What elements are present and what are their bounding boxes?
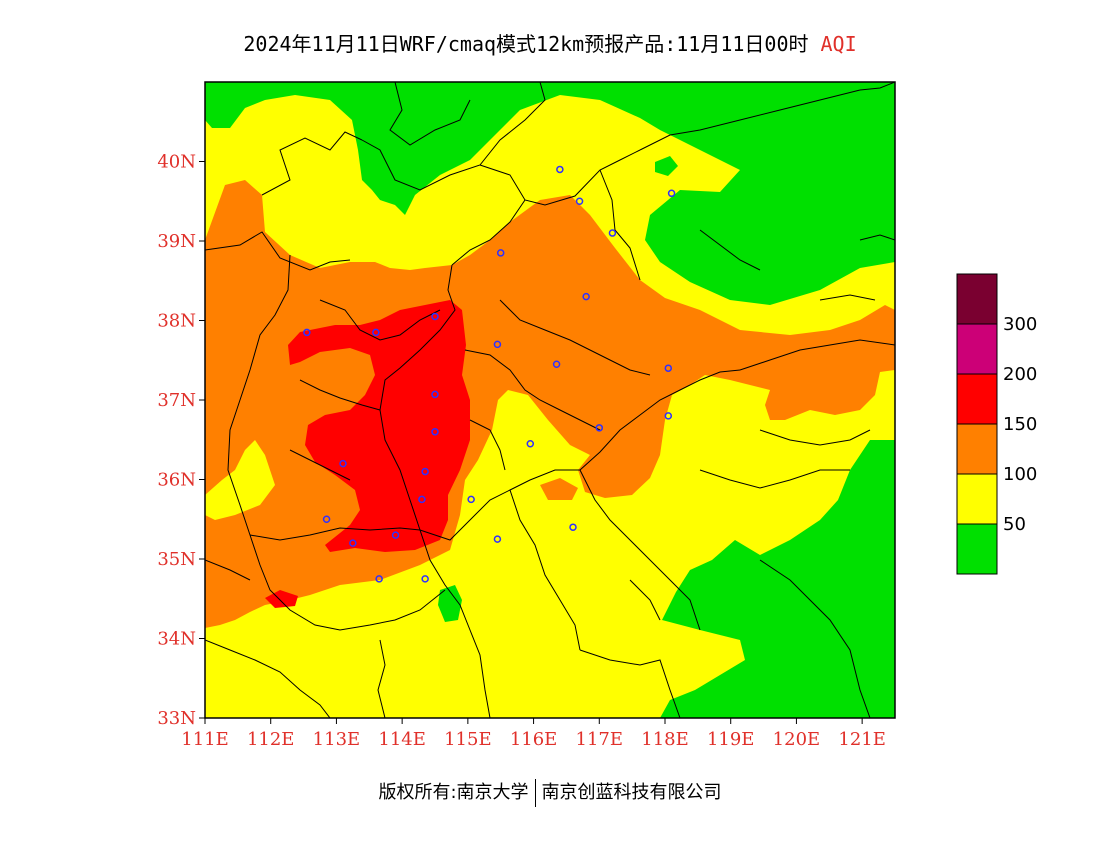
footer: 版权所有:南京大学 南京创蓝科技有限公司 [0,778,1100,807]
colorbar-swatch [956,373,998,425]
title-main: 2024年11月11日WRF/cmaq模式12km预报产品:11月11日00时 [243,32,809,56]
station-marker [556,165,564,174]
colorbar-label: 100 [1003,464,1037,485]
lon-tick-label: 117E [576,729,624,750]
station-marker [372,328,380,337]
page-title: 2024年11月11日WRF/cmaq模式12km预报产品:11月11日00时 A… [0,28,1100,57]
lat-axis: 40N 39N 38N 37N 36N 35N 34N 33N [157,152,205,729]
station-marker [552,360,561,368]
lon-tick-label: 114E [378,729,426,750]
station-marker [526,439,535,448]
station-marker [303,328,311,337]
station-marker [667,189,676,198]
station-marker [493,535,502,543]
station-marker [569,523,577,531]
lat-tick-label: 36N [157,470,196,491]
colorbar-swatch [956,473,998,525]
colorbar-swatch [956,523,998,575]
aqi-band-green-patch [438,585,462,622]
lat-tick-label: 38N [157,311,196,332]
station-marker [431,390,439,399]
aqi-band-red-patch [265,590,298,608]
station-marker [608,229,617,237]
footer-right: 南京创蓝科技有限公司 [541,782,722,803]
station-marker [493,340,502,349]
aqi-band-yellow-hole-west [205,440,275,520]
station-marker [391,531,400,539]
aqi-band-orange-patch [540,478,578,500]
lon-axis: 111E 112E 113E 114E 115E 116E 117E 118E 119E 120E… [181,718,886,750]
station-marker [431,428,439,436]
lat-tick-label: 40N [157,152,196,173]
lon-tick-label: 120E [773,729,821,750]
station-marker [322,515,331,523]
lon-tick-label: 115E [444,729,492,750]
station-marker [421,575,429,583]
lat-tick-label: 34N [157,629,196,650]
lon-tick-label: 121E [838,729,886,750]
aqi-band-yellow-hole-north [375,246,425,270]
colorbar-label: 50 [1003,514,1026,535]
station-marker [664,364,673,372]
station-marker [421,467,429,476]
lon-tick-label: 111E [181,729,229,750]
station-marker [339,459,347,468]
colorbar-label: 150 [1003,414,1037,435]
station-marker [582,292,590,301]
lon-tick-label: 116E [510,729,558,750]
station-marker [418,495,426,504]
aqi-band-green-patch2 [655,156,678,176]
colorbar-swatch [956,323,998,375]
station-marker [431,312,439,321]
aqi-band-green-east [660,440,895,718]
admin-boundaries [205,82,895,718]
station-marker [664,412,673,420]
colorbar-swatch [956,273,998,325]
colorbar-label: 200 [1003,364,1037,385]
station-marker [595,424,604,432]
lat-tick-label: 35N [157,549,196,570]
station-marker [575,197,584,205]
colorbar-swatch [956,423,998,475]
aqi-band-red [288,300,470,552]
aqi-band-green-north [205,82,895,305]
lat-tick-label: 37N [157,390,196,411]
lon-tick-label: 118E [641,729,689,750]
colorbar: 300 200 150 100 50 [956,273,1037,575]
colorbar-label: 300 [1003,314,1037,335]
lon-tick-label: 113E [313,729,361,750]
station-markers [303,165,676,583]
lon-tick-label: 112E [247,729,295,750]
station-marker [349,539,357,547]
station-marker [496,249,505,257]
aqi-field [205,82,895,718]
title-variable: AQI [820,32,857,56]
station-marker [467,495,475,504]
footer-separator [534,779,536,807]
lon-tick-label: 119E [707,729,755,750]
lat-tick-label: 39N [157,231,196,252]
station-marker [375,575,383,583]
lat-tick-label: 33N [157,708,196,729]
footer-left: 版权所有:南京大学 [378,782,529,803]
